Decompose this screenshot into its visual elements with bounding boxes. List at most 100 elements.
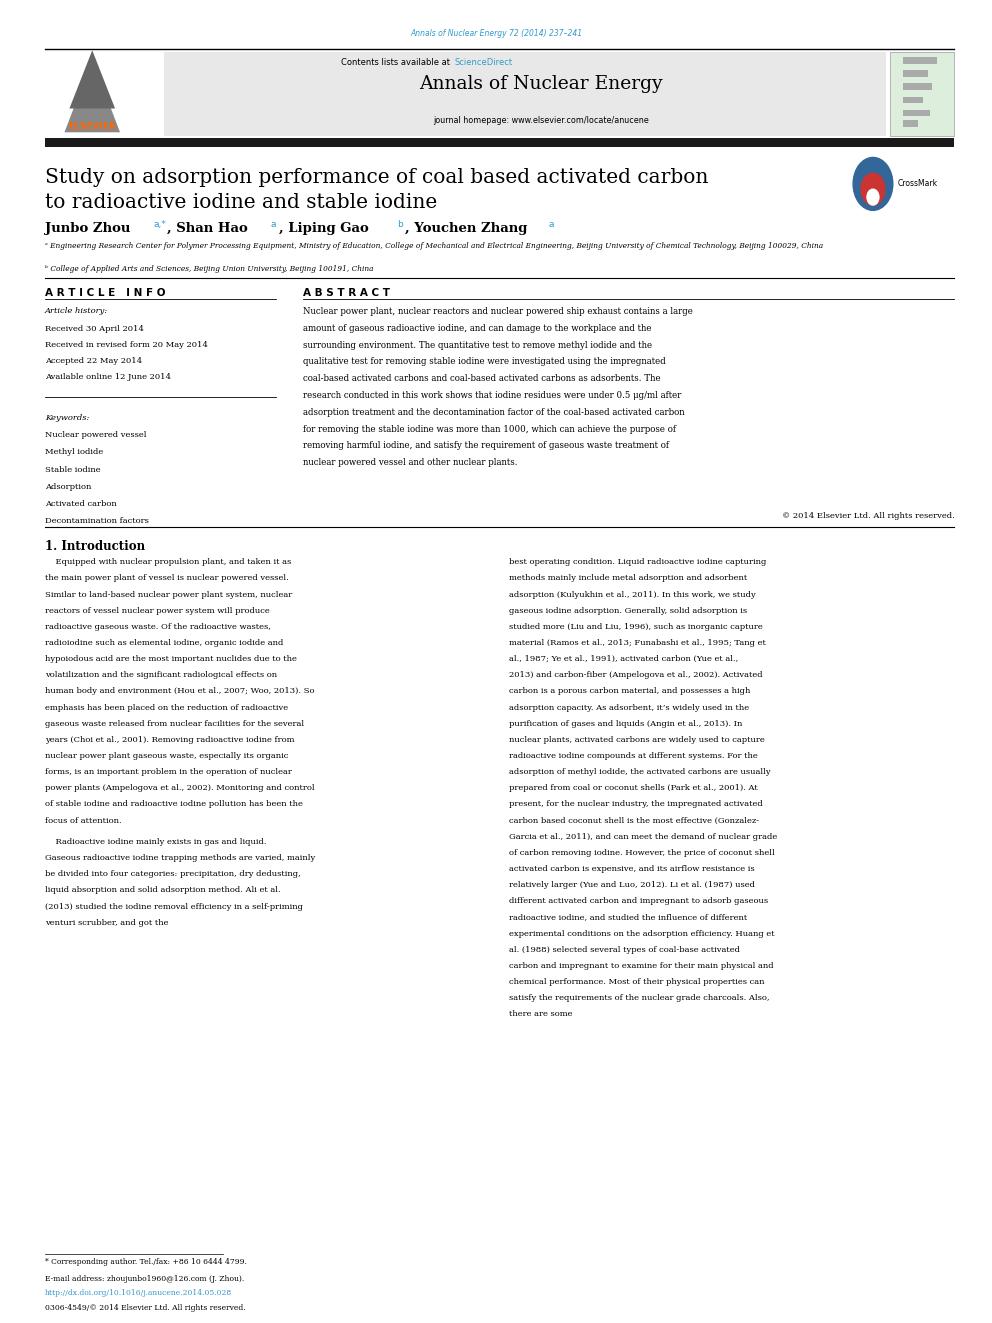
Text: satisfy the requirements of the nuclear grade charcoals. Also,: satisfy the requirements of the nuclear … xyxy=(509,994,770,1002)
Text: Nuclear power plant, nuclear reactors and nuclear powered ship exhaust contains : Nuclear power plant, nuclear reactors an… xyxy=(303,307,692,316)
FancyBboxPatch shape xyxy=(903,70,928,77)
Text: , Liping Gao: , Liping Gao xyxy=(279,222,368,235)
Text: a: a xyxy=(549,220,555,229)
Text: Received 30 April 2014: Received 30 April 2014 xyxy=(45,325,144,333)
Text: radioiodine such as elemental iodine, organic iodide and: radioiodine such as elemental iodine, or… xyxy=(45,639,283,647)
Text: adsorption capacity. As adsorbent, it’s widely used in the: adsorption capacity. As adsorbent, it’s … xyxy=(509,704,749,712)
Text: material (Ramos et al., 2013; Funabashi et al., 1995; Tang et: material (Ramos et al., 2013; Funabashi … xyxy=(509,639,766,647)
Text: to radioactive iodine and stable iodine: to radioactive iodine and stable iodine xyxy=(45,193,436,212)
Text: a,*: a,* xyxy=(154,220,167,229)
Text: nuclear plants, activated carbons are widely used to capture: nuclear plants, activated carbons are wi… xyxy=(509,736,765,744)
Text: volatilization and the significant radiological effects on: volatilization and the significant radio… xyxy=(45,671,277,679)
FancyBboxPatch shape xyxy=(164,52,886,136)
Text: 0306-4549/© 2014 Elsevier Ltd. All rights reserved.: 0306-4549/© 2014 Elsevier Ltd. All right… xyxy=(45,1304,245,1312)
Text: nuclear power plant gaseous waste, especially its organic: nuclear power plant gaseous waste, espec… xyxy=(45,751,288,759)
Text: reactors of vessel nuclear power system will produce: reactors of vessel nuclear power system … xyxy=(45,607,270,615)
Text: E-mail address: zhoujunbo1960@126.com (J. Zhou).: E-mail address: zhoujunbo1960@126.com (J… xyxy=(45,1275,244,1283)
Text: methods mainly include metal adsorption and adsorbent: methods mainly include metal adsorption … xyxy=(509,574,747,582)
Text: * Corresponding author. Tel./fax: +86 10 6444 4799.: * Corresponding author. Tel./fax: +86 10… xyxy=(45,1258,247,1266)
Text: Radioactive iodine mainly exists in gas and liquid.: Radioactive iodine mainly exists in gas … xyxy=(45,837,266,845)
Text: radioactive gaseous waste. Of the radioactive wastes,: radioactive gaseous waste. Of the radioa… xyxy=(45,623,271,631)
Text: of stable iodine and radioactive iodine pollution has been the: of stable iodine and radioactive iodine … xyxy=(45,800,303,808)
Text: Decontamination factors: Decontamination factors xyxy=(45,517,149,525)
FancyBboxPatch shape xyxy=(903,83,932,90)
Text: carbon and impregnant to examine for their main physical and: carbon and impregnant to examine for the… xyxy=(509,962,774,970)
FancyBboxPatch shape xyxy=(45,138,954,147)
Text: experimental conditions on the adsorption efficiency. Huang et: experimental conditions on the adsorptio… xyxy=(509,930,775,938)
Text: radioactive iodine, and studied the influence of different: radioactive iodine, and studied the infl… xyxy=(509,913,747,921)
Text: amount of gaseous radioactive iodine, and can damage to the workplace and the: amount of gaseous radioactive iodine, an… xyxy=(303,324,651,333)
Text: be divided into four categories: precipitation, dry dedusting,: be divided into four categories: precipi… xyxy=(45,871,301,878)
Text: © 2014 Elsevier Ltd. All rights reserved.: © 2014 Elsevier Ltd. All rights reserved… xyxy=(782,512,954,520)
Text: adsorption of methyl iodide, the activated carbons are usually: adsorption of methyl iodide, the activat… xyxy=(509,769,771,777)
Text: A B S T R A C T: A B S T R A C T xyxy=(303,288,390,299)
Text: Junbo Zhou: Junbo Zhou xyxy=(45,222,130,235)
Text: gaseous waste released from nuclear facilities for the several: gaseous waste released from nuclear faci… xyxy=(45,720,304,728)
Text: adsorption (Kulyukhin et al., 2011). In this work, we study: adsorption (Kulyukhin et al., 2011). In … xyxy=(509,590,756,598)
Text: Received in revised form 20 May 2014: Received in revised form 20 May 2014 xyxy=(45,341,207,349)
Text: activated carbon is expensive, and its airflow resistance is: activated carbon is expensive, and its a… xyxy=(509,865,755,873)
Text: Equipped with nuclear propulsion plant, and taken it as: Equipped with nuclear propulsion plant, … xyxy=(45,558,291,566)
Text: there are some: there are some xyxy=(509,1011,572,1019)
Text: , Shan Hao: , Shan Hao xyxy=(167,222,247,235)
Text: ᵃ Engineering Research Center for Polymer Processing Equipment, Ministry of Educ: ᵃ Engineering Research Center for Polyme… xyxy=(45,242,822,250)
Text: Keywords:: Keywords: xyxy=(45,414,89,422)
Circle shape xyxy=(853,157,893,210)
Text: A R T I C L E   I N F O: A R T I C L E I N F O xyxy=(45,288,165,299)
Text: focus of attention.: focus of attention. xyxy=(45,816,121,824)
Text: studied more (Liu and Liu, 1996), such as inorganic capture: studied more (Liu and Liu, 1996), such a… xyxy=(509,623,763,631)
Text: journal homepage: www.elsevier.com/locate/anucene: journal homepage: www.elsevier.com/locat… xyxy=(433,116,649,126)
FancyBboxPatch shape xyxy=(45,52,162,136)
Text: al., 1987; Ye et al., 1991), activated carbon (Yue et al.,: al., 1987; Ye et al., 1991), activated c… xyxy=(509,655,738,663)
Text: Article history:: Article history: xyxy=(45,307,108,315)
Text: relatively larger (Yue and Luo, 2012). Li et al. (1987) used: relatively larger (Yue and Luo, 2012). L… xyxy=(509,881,755,889)
Text: prepared from coal or coconut shells (Park et al., 2001). At: prepared from coal or coconut shells (Pa… xyxy=(509,785,758,792)
Text: Similar to land-based nuclear power plant system, nuclear: Similar to land-based nuclear power plan… xyxy=(45,590,292,598)
Text: , Youchen Zhang: , Youchen Zhang xyxy=(405,222,527,235)
Text: Adsorption: Adsorption xyxy=(45,483,91,491)
Text: surrounding environment. The quantitative test to remove methyl iodide and the: surrounding environment. The quantitativ… xyxy=(303,340,652,349)
Text: for removing the stable iodine was more than 1000, which can achieve the purpose: for removing the stable iodine was more … xyxy=(303,425,676,434)
Text: hypoiodous acid are the most important nuclides due to the: hypoiodous acid are the most important n… xyxy=(45,655,297,663)
Text: Study on adsorption performance of coal based activated carbon: Study on adsorption performance of coal … xyxy=(45,168,708,187)
Text: Annals of Nuclear Energy: Annals of Nuclear Energy xyxy=(419,75,663,94)
Text: Accepted 22 May 2014: Accepted 22 May 2014 xyxy=(45,357,142,365)
FancyBboxPatch shape xyxy=(903,110,930,116)
Text: 2013) and carbon-fiber (Ampelogova et al., 2002). Activated: 2013) and carbon-fiber (Ampelogova et al… xyxy=(509,671,763,679)
Text: al. (1988) selected several types of coal-base activated: al. (1988) selected several types of coa… xyxy=(509,946,740,954)
Text: best operating condition. Liquid radioactive iodine capturing: best operating condition. Liquid radioac… xyxy=(509,558,766,566)
FancyBboxPatch shape xyxy=(903,120,918,127)
Text: liquid absorption and solid adsorption method. Ali et al.: liquid absorption and solid adsorption m… xyxy=(45,886,281,894)
Text: chemical performance. Most of their physical properties can: chemical performance. Most of their phys… xyxy=(509,978,765,986)
Text: venturi scrubber, and got the: venturi scrubber, and got the xyxy=(45,918,168,926)
Text: Gaseous radioactive iodine trapping methods are varied, mainly: Gaseous radioactive iodine trapping meth… xyxy=(45,855,314,863)
Text: purification of gases and liquids (Angin et al., 2013). In: purification of gases and liquids (Angin… xyxy=(509,720,742,728)
Polygon shape xyxy=(69,50,115,108)
Text: Activated carbon: Activated carbon xyxy=(45,500,116,508)
Text: ELSEVIER: ELSEVIER xyxy=(68,122,116,131)
Text: human body and environment (Hou et al., 2007; Woo, 2013). So: human body and environment (Hou et al., … xyxy=(45,688,314,696)
Text: http://dx.doi.org/10.1016/j.anucene.2014.05.028: http://dx.doi.org/10.1016/j.anucene.2014… xyxy=(45,1289,232,1297)
Circle shape xyxy=(867,189,879,205)
Text: qualitative test for removing stable iodine were investigated using the impregna: qualitative test for removing stable iod… xyxy=(303,357,666,366)
Text: b: b xyxy=(397,220,403,229)
Text: Methyl iodide: Methyl iodide xyxy=(45,448,103,456)
Circle shape xyxy=(861,173,885,205)
Text: of carbon removing iodine. However, the price of coconut shell: of carbon removing iodine. However, the … xyxy=(509,849,775,857)
Text: carbon is a porous carbon material, and possesses a high: carbon is a porous carbon material, and … xyxy=(509,688,750,696)
Text: different activated carbon and impregnant to adsorb gaseous: different activated carbon and impregnan… xyxy=(509,897,768,905)
Text: a: a xyxy=(271,220,277,229)
Text: forms, is an important problem in the operation of nuclear: forms, is an important problem in the op… xyxy=(45,769,292,777)
Text: ᵇ College of Applied Arts and Sciences, Beijing Union University, Beijing 100191: ᵇ College of Applied Arts and Sciences, … xyxy=(45,265,373,273)
Text: removing harmful iodine, and satisfy the requirement of gaseous waste treatment : removing harmful iodine, and satisfy the… xyxy=(303,442,669,450)
Text: Annals of Nuclear Energy 72 (2014) 237–241: Annals of Nuclear Energy 72 (2014) 237–2… xyxy=(410,29,582,38)
Text: research conducted in this work shows that iodine residues were under 0.5 μg/ml : research conducted in this work shows th… xyxy=(303,392,681,400)
Text: carbon based coconut shell is the most effective (Gonzalez-: carbon based coconut shell is the most e… xyxy=(509,816,759,824)
Text: Available online 12 June 2014: Available online 12 June 2014 xyxy=(45,373,171,381)
Text: adsorption treatment and the decontamination factor of the coal-based activated : adsorption treatment and the decontamina… xyxy=(303,407,684,417)
Text: Nuclear powered vessel: Nuclear powered vessel xyxy=(45,431,146,439)
Text: emphasis has been placed on the reduction of radioactive: emphasis has been placed on the reductio… xyxy=(45,704,288,712)
Text: power plants (Ampelogova et al., 2002). Monitoring and control: power plants (Ampelogova et al., 2002). … xyxy=(45,785,314,792)
Text: 1. Introduction: 1. Introduction xyxy=(45,540,145,553)
Text: (2013) studied the iodine removal efficiency in a self-priming: (2013) studied the iodine removal effici… xyxy=(45,902,303,910)
